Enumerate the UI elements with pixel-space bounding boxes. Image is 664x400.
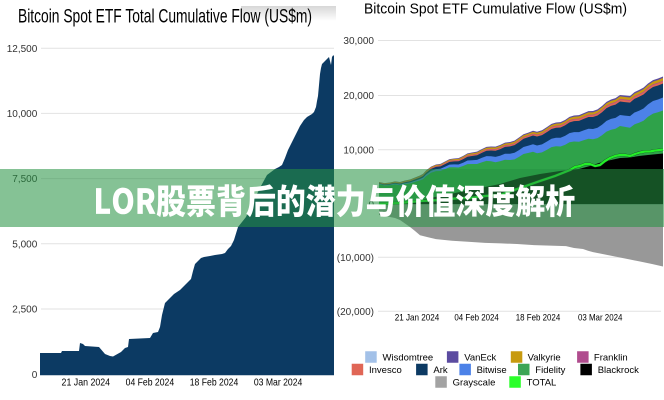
svg-text:Ark: Ark <box>433 365 448 376</box>
svg-text:12,500: 12,500 <box>7 44 38 55</box>
svg-text:21 Jan 2024: 21 Jan 2024 <box>62 378 111 389</box>
svg-text:21 Jan 2024: 21 Jan 2024 <box>395 312 440 322</box>
svg-text:TOTAL: TOTAL <box>527 378 557 389</box>
svg-text:Franklin: Franklin <box>594 353 628 364</box>
svg-text:Bitwise: Bitwise <box>477 365 507 376</box>
svg-text:04 Feb 2024: 04 Feb 2024 <box>454 312 499 322</box>
svg-text:0: 0 <box>32 370 38 381</box>
svg-text:18 Feb 2024: 18 Feb 2024 <box>516 312 561 322</box>
svg-text:Bitcoin Spot ETF Total Cumulat: Bitcoin Spot ETF Total Cumulative Flow (… <box>18 6 312 27</box>
svg-text:30,000: 30,000 <box>343 36 374 47</box>
svg-text:VanEck: VanEck <box>464 353 496 364</box>
svg-text:Grayscale: Grayscale <box>453 378 496 389</box>
svg-text:Invesco: Invesco <box>369 365 402 376</box>
svg-text:03 Mar 2024: 03 Mar 2024 <box>254 378 303 389</box>
svg-text:04 Feb 2024: 04 Feb 2024 <box>126 378 175 389</box>
svg-text:5,000: 5,000 <box>12 239 37 250</box>
svg-text:2,500: 2,500 <box>12 305 37 316</box>
svg-text:Bitcoin Spot ETF Cumulative Fl: Bitcoin Spot ETF Cumulative Flow (US$m) <box>364 2 627 18</box>
svg-text:Blackrock: Blackrock <box>598 365 639 376</box>
svg-text:18 Feb 2024: 18 Feb 2024 <box>190 378 239 389</box>
svg-text:Wisdomtree: Wisdomtree <box>383 353 434 364</box>
svg-text:10,000: 10,000 <box>343 145 374 156</box>
svg-text:20,000: 20,000 <box>343 91 374 102</box>
svg-text:(20,000): (20,000) <box>337 307 374 318</box>
svg-text:(10,000): (10,000) <box>337 253 374 264</box>
svg-text:03 Mar 2024: 03 Mar 2024 <box>578 312 623 322</box>
svg-text:10,000: 10,000 <box>7 109 38 120</box>
svg-text:Fidelity: Fidelity <box>535 365 565 376</box>
svg-text:Valkyrie: Valkyrie <box>528 353 561 364</box>
